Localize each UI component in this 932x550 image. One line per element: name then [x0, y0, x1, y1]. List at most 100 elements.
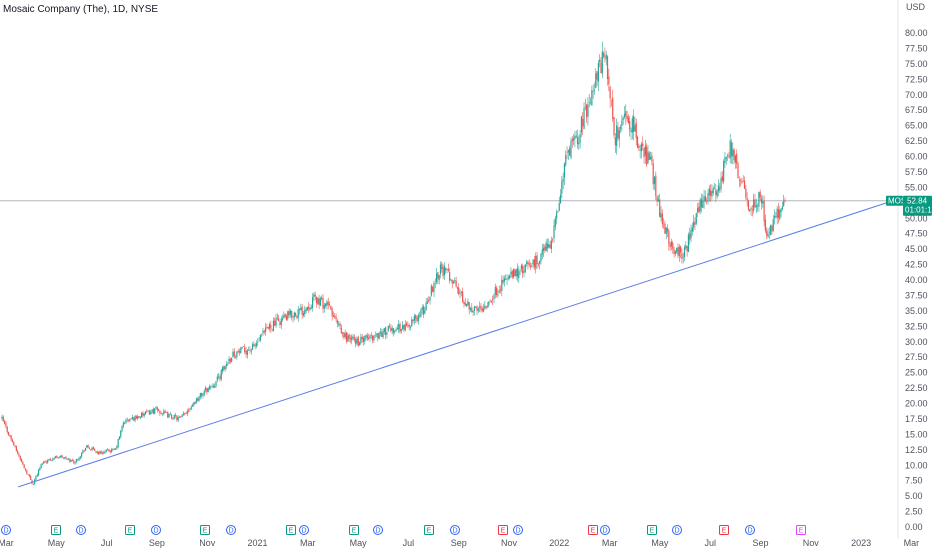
candle-body	[505, 278, 507, 280]
dividend-marker[interactable]: D	[299, 525, 309, 535]
earnings-marker[interactable]: E	[647, 525, 657, 535]
candle-body	[197, 398, 199, 402]
candle-body	[295, 312, 297, 316]
candle-body	[725, 157, 727, 159]
dividend-marker[interactable]: D	[450, 525, 460, 535]
candle-body	[122, 422, 124, 427]
candle-body	[241, 347, 243, 349]
candle-body	[114, 448, 117, 450]
candle-body	[390, 327, 392, 331]
candle-body	[127, 419, 130, 421]
earnings-marker[interactable]: E	[796, 525, 806, 535]
candle-body	[212, 385, 215, 387]
svg-text:D: D	[674, 528, 679, 535]
candle-body	[158, 409, 160, 411]
candle-body	[40, 464, 42, 469]
earnings-marker[interactable]: E	[424, 525, 434, 535]
candle-body	[259, 334, 261, 341]
earnings-marker[interactable]: E	[286, 525, 296, 535]
earnings-marker[interactable]: E	[51, 525, 61, 535]
candle-body	[287, 311, 289, 319]
candle-body	[317, 298, 319, 305]
candle-body	[678, 246, 680, 257]
candle-body	[172, 418, 174, 420]
candle-body	[181, 414, 183, 418]
candle-body	[476, 306, 478, 311]
candle-body	[394, 330, 396, 333]
candle-body	[94, 449, 96, 451]
candle-body	[10, 435, 12, 440]
candle-body	[636, 136, 639, 148]
dividend-marker[interactable]: D	[226, 525, 236, 535]
candle-body	[424, 309, 426, 314]
candle-body	[690, 229, 692, 238]
candle-body	[305, 308, 307, 312]
candle-body	[507, 277, 509, 279]
candle-body	[245, 351, 247, 355]
candle-body	[541, 249, 543, 255]
candle-body	[57, 457, 59, 458]
svg-text:E: E	[591, 528, 596, 535]
dividend-marker[interactable]: D	[76, 525, 86, 535]
candle-body	[743, 180, 746, 189]
candle-body	[771, 226, 773, 232]
candle-body	[19, 456, 21, 460]
dividend-marker[interactable]: D	[513, 525, 523, 535]
candle-body	[535, 256, 537, 269]
candle-body	[481, 308, 483, 311]
candle-body	[231, 357, 233, 362]
y-tick-label: 67.50	[905, 105, 928, 115]
candle-body	[280, 318, 282, 325]
candle-body	[392, 328, 395, 333]
candle-body	[610, 99, 613, 101]
dividend-marker[interactable]: D	[1, 525, 11, 535]
candle-body	[479, 306, 481, 308]
earnings-marker[interactable]: E	[200, 525, 210, 535]
candle-body	[746, 198, 748, 200]
candle-body	[15, 445, 17, 452]
dividend-marker[interactable]: D	[600, 525, 610, 535]
candle-body	[103, 451, 105, 454]
dividend-marker[interactable]: D	[151, 525, 161, 535]
candle-body	[416, 317, 418, 322]
candle-body	[549, 244, 551, 248]
candle-body	[609, 86, 611, 99]
dividend-marker[interactable]: D	[745, 525, 755, 535]
dividend-marker[interactable]: D	[672, 525, 682, 535]
candle-body	[623, 113, 626, 118]
candle-body	[53, 458, 55, 459]
candle-body	[657, 199, 660, 202]
dividend-marker[interactable]: D	[373, 525, 383, 535]
candle-body	[340, 327, 342, 334]
trendline[interactable]	[18, 200, 894, 488]
candle-body	[342, 332, 344, 334]
candle-body	[580, 116, 583, 133]
earnings-marker[interactable]: E	[588, 525, 598, 535]
candle-body	[336, 320, 338, 324]
x-tick-label: 2021	[247, 538, 267, 548]
candle-body	[237, 351, 239, 352]
candle-body	[302, 313, 305, 316]
candle-body	[133, 417, 135, 421]
candle-body	[653, 176, 656, 184]
svg-text:D: D	[153, 528, 158, 535]
candle-body	[462, 291, 464, 302]
candle-body	[39, 468, 41, 471]
x-tick-label: Jul	[101, 538, 113, 548]
earnings-marker[interactable]: E	[125, 525, 135, 535]
candle-body	[426, 301, 429, 304]
candle-body	[405, 323, 408, 326]
candle-body	[22, 461, 24, 465]
candle-body	[741, 181, 743, 183]
candle-body	[723, 161, 725, 182]
earnings-marker[interactable]: E	[719, 525, 729, 535]
candle-body	[596, 71, 598, 80]
candle-body	[430, 285, 432, 296]
candle-body	[687, 234, 690, 253]
candle-body	[526, 262, 528, 265]
earnings-marker[interactable]: E	[349, 525, 359, 535]
earnings-marker[interactable]: E	[498, 525, 508, 535]
y-tick-label: 7.50	[905, 476, 923, 486]
candle-body	[689, 233, 691, 240]
